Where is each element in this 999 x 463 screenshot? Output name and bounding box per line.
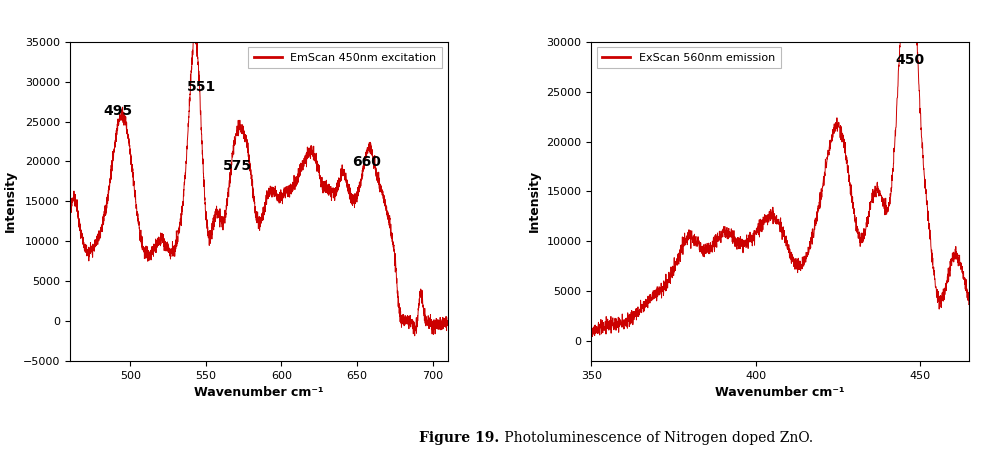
Text: 660: 660 (352, 156, 381, 169)
X-axis label: Wavenumber cm⁻¹: Wavenumber cm⁻¹ (715, 387, 845, 400)
Text: 450: 450 (895, 53, 924, 67)
Y-axis label: Intensity: Intensity (527, 170, 540, 232)
Text: 551: 551 (187, 80, 216, 94)
Legend: ExScan 560nm emission: ExScan 560nm emission (596, 47, 781, 69)
Text: 495: 495 (104, 104, 133, 118)
Y-axis label: Intensity: Intensity (4, 170, 17, 232)
Text: 575: 575 (223, 159, 252, 174)
Text: Figure 19.: Figure 19. (420, 431, 500, 444)
Legend: EmScan 450nm excitation: EmScan 450nm excitation (248, 47, 443, 69)
Text: Photoluminescence of Nitrogen doped ZnO.: Photoluminescence of Nitrogen doped ZnO. (500, 431, 812, 444)
X-axis label: Wavenumber cm⁻¹: Wavenumber cm⁻¹ (194, 387, 324, 400)
